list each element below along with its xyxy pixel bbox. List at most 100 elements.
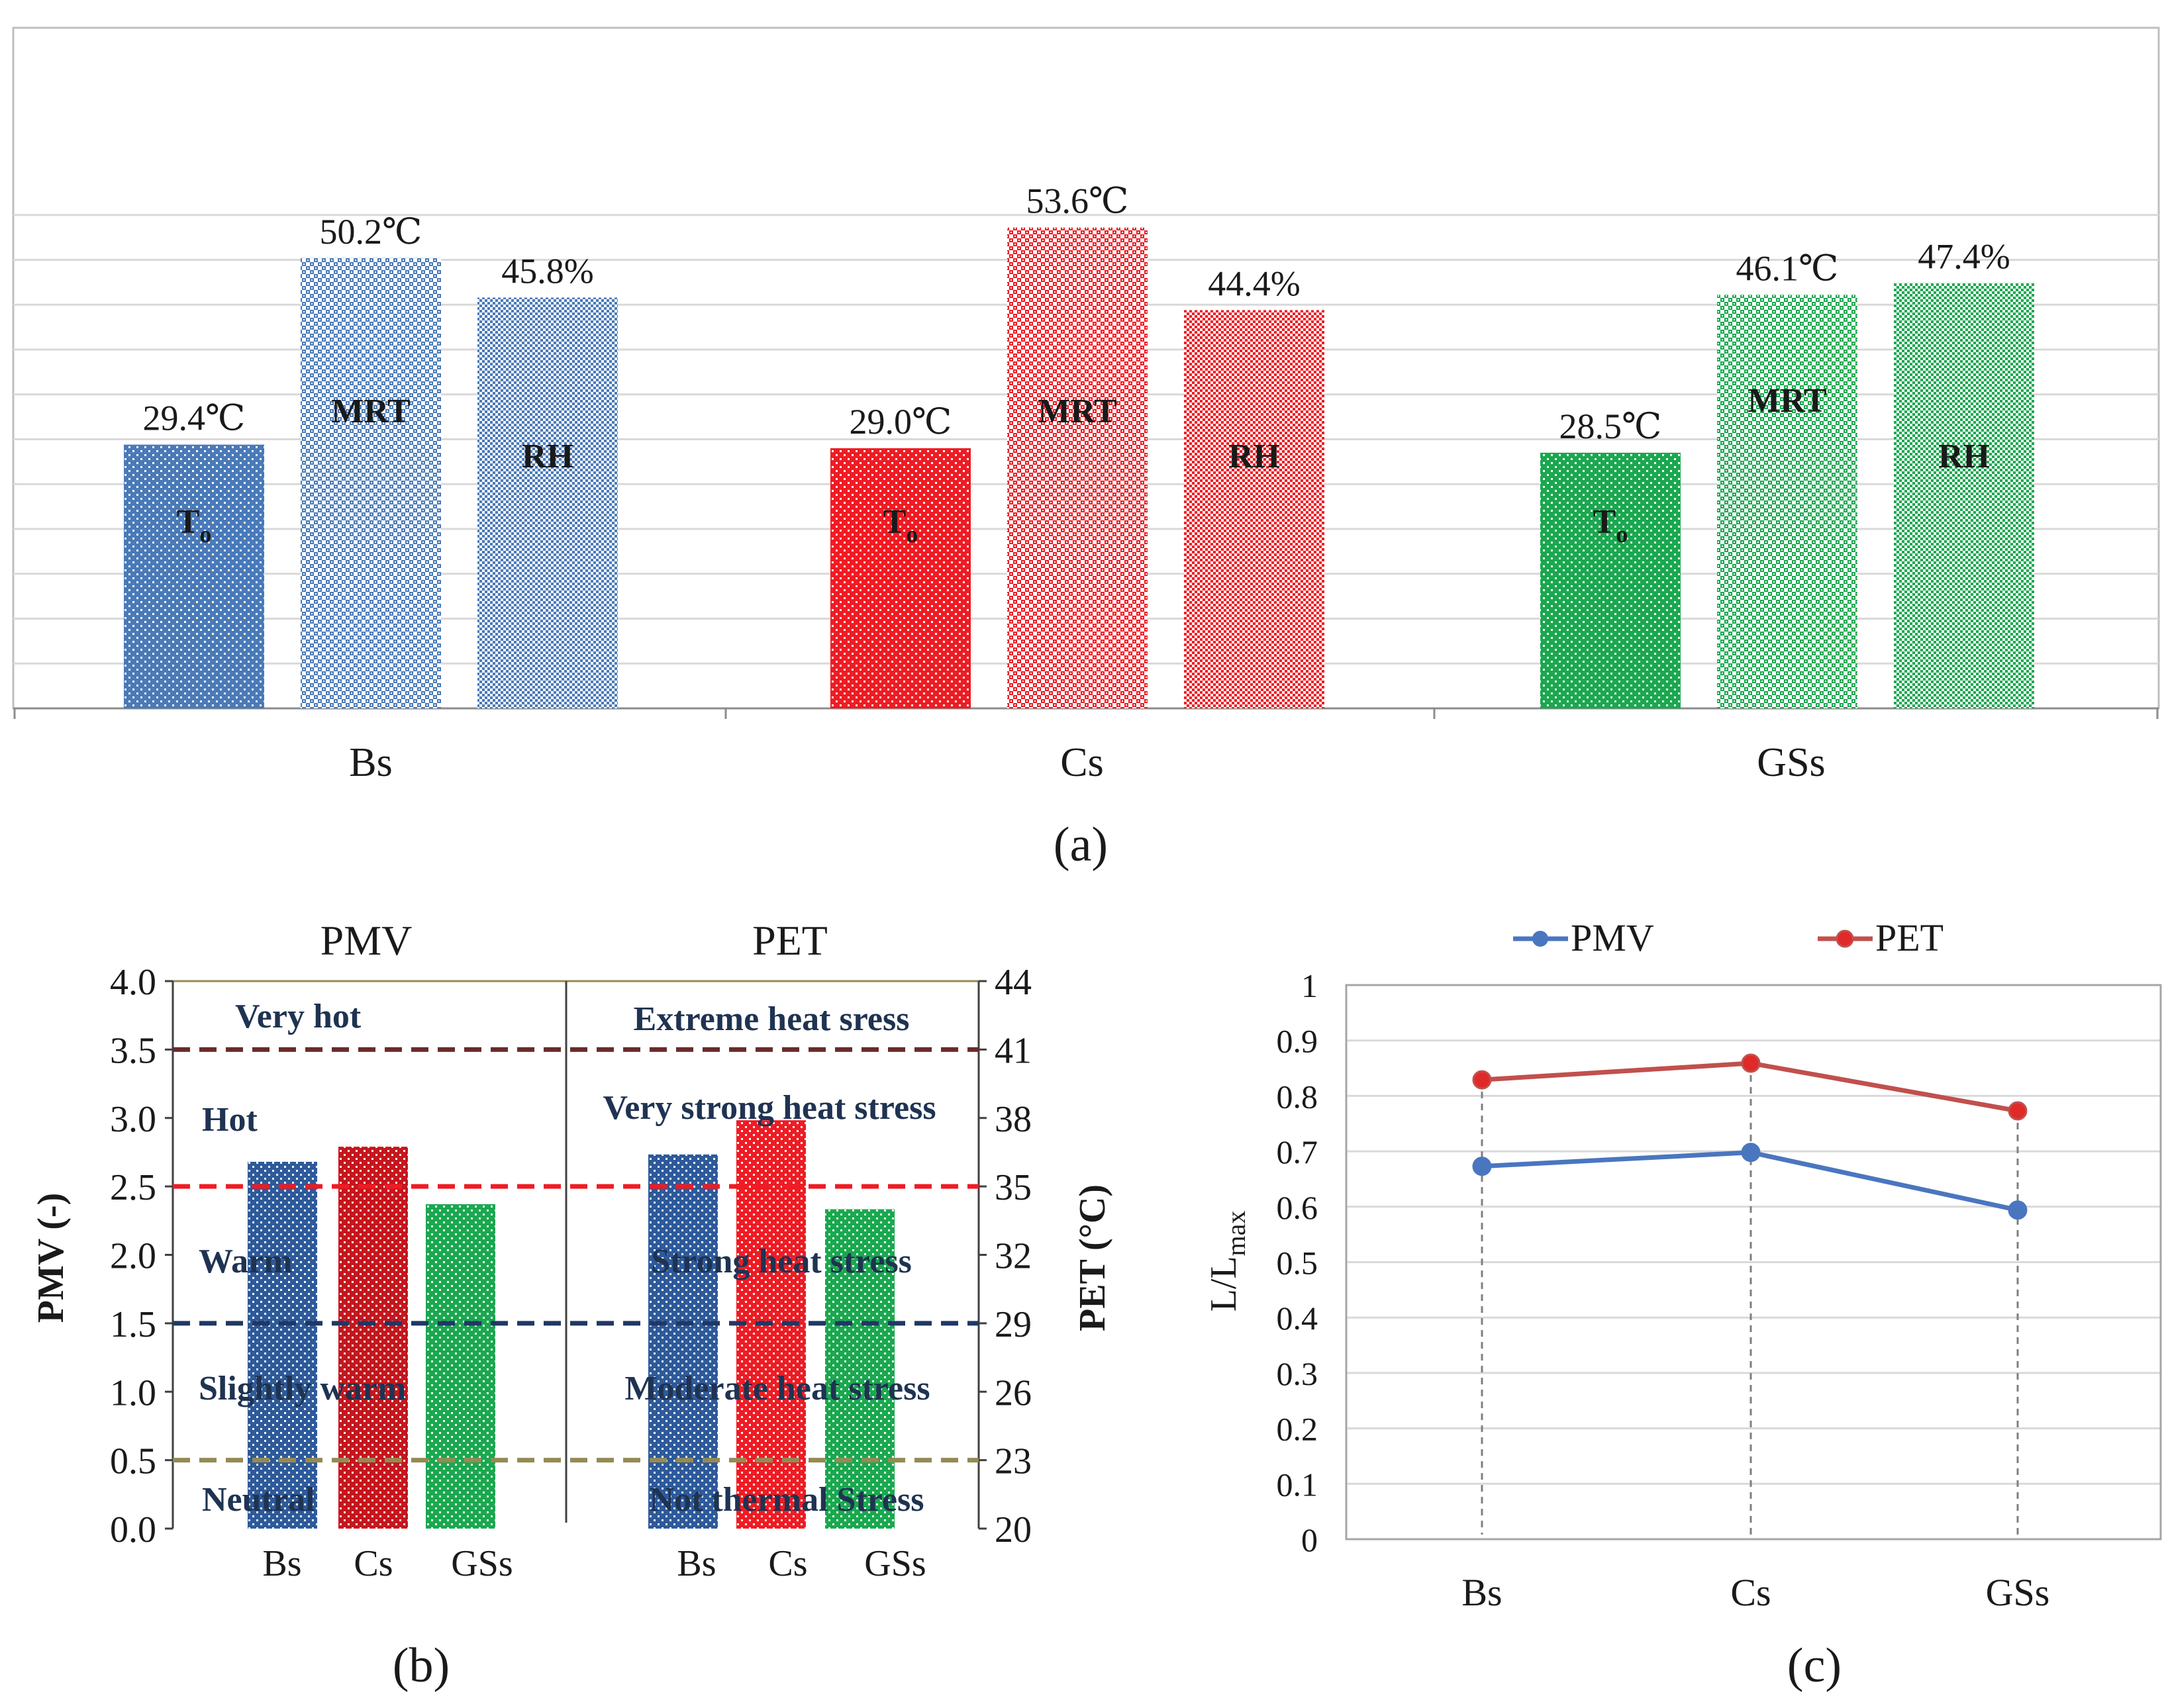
panel-b-pmv-zones: Very hot Hot Warm Slightly warm Neutral [199,998,406,1519]
value-label-a-gss-rh: 47.4% [1918,237,2010,277]
panel-c: PMV PET 0 0.1 0.2 0.3 0.4 0.5 0.6 0.7 0.8 0.9 1 L/… [1203,916,2162,1693]
panel-c-y-tick-label: 0.8 [1277,1078,1318,1115]
series-label-a-bs-mrt: MRT [331,393,411,430]
bar-a-cs-mrt [1007,227,1148,709]
panel-b-cat-pet-bs: Bs [677,1543,716,1584]
bar-a-cs-to [830,448,971,708]
value-label-a-cs-mrt: 53.6℃ [1026,181,1129,221]
panel-c-drop-lines [1481,1063,2019,1535]
panel-b-left-tick-label: 3.0 [110,1099,156,1140]
panel-c-y-ticks: 0 0.1 0.2 0.3 0.4 0.5 0.6 0.7 0.8 0.9 1 [1277,967,1318,1558]
value-label-a-bs-to: 29.4℃ [143,399,246,438]
bar-a-bs-mrt [301,258,441,708]
bar-a-cs-rh [1184,310,1324,708]
panel-a-bars: 29.4℃To29.0℃To28.5℃To50.2℃MRT53.6℃MRT46.… [124,181,2034,709]
zone-neutral: Neutral [202,1481,315,1519]
point-pet-gss [2008,1101,2028,1121]
value-label-a-cs-rh: 44.4% [1208,263,1300,303]
panel-c-ylabel-main: L/L [1203,1256,1244,1311]
point-pet-cs [1741,1053,1761,1073]
series-label-sub: o [906,521,918,547]
panel-c-y-tick-label: 0.2 [1277,1411,1318,1448]
bar-pmv-bs [248,1161,317,1529]
legend-pmv-marker [1532,931,1548,947]
series-label-a-gss-mrt: MRT [1748,382,1827,420]
panel-a-label: (a) [1054,818,1108,872]
panel-c-cat-bs: Bs [1461,1571,1502,1614]
panel-a-cat-label-cs: Cs [1060,740,1103,785]
value-label-a-bs-mrt: 50.2℃ [320,212,422,252]
panel-b-label: (b) [393,1638,450,1693]
panel-c-y-tick-label: 0.9 [1277,1023,1318,1060]
bar-pmv-cs [338,1147,408,1529]
legend-pet-marker [1836,929,1854,948]
panel-c-y-tick-label: 0 [1301,1521,1318,1558]
bar-a-gss-mrt [1717,295,1857,709]
panel-c-y-tick-label: 1 [1301,967,1318,1004]
panel-b-threshold-lines [173,1047,979,1463]
panel-b-left-tick-label: 1.5 [110,1304,156,1345]
panel-b-right-ticks: 20 23 26 29 32 35 38 41 44 [979,962,1032,1550]
zone-strong-heat: Strong heat stress [651,1243,912,1280]
panel-b-cat-pmv-bs: Bs [262,1543,301,1584]
value-label-a-cs-to: 29.0℃ [850,402,952,442]
panel-c-ylabel-sub: max [1221,1211,1251,1257]
series-label-a-bs-rh: RH [522,438,573,475]
panel-b-right-tick-label: 32 [995,1236,1032,1277]
point-pmv-cs [1741,1143,1761,1162]
panel-b-title-pet: PET [752,917,828,964]
series-label-a-cs-rh: RH [1228,438,1280,475]
legend-pet-label: PET [1875,916,1944,959]
zone-extreme-heat: Extreme heat sress [634,1000,910,1038]
panel-b-left-tick-label: 2.5 [110,1167,156,1208]
panel-c-label: (c) [1787,1638,1842,1693]
bar-pmv-gss [426,1204,495,1529]
series-label-a-cs-mrt: MRT [1038,393,1117,430]
value-label-a-bs-rh: 45.8% [501,251,593,291]
panel-b-cat-pet-cs: Cs [768,1543,807,1584]
panel-b-category-labels: Bs Cs GSs Bs Cs GSs [262,1543,926,1584]
point-pet-bs [1472,1070,1492,1090]
zone-warm: Warm [199,1243,293,1280]
panel-b: PMV PET 0.0 0.5 1.0 1.5 2.0 2.5 3.0 3.5 4.0 20 23… [30,917,1113,1693]
zone-moderate-heat: Moderate heat stress [624,1370,930,1407]
bar-a-bs-rh [477,297,618,708]
zone-very-strong-heat: Very strong heat stress [603,1089,936,1127]
panel-b-right-tick-label: 44 [995,962,1032,1003]
panel-c-y-tick-label: 0.1 [1277,1466,1318,1503]
panel-b-right-tick-label: 35 [995,1167,1032,1208]
panel-c-cat-cs: Cs [1730,1571,1771,1614]
value-label-a-gss-mrt: 46.1℃ [1736,248,1839,288]
panel-b-left-tick-label: 4.0 [110,962,156,1003]
panel-c-category-labels: Bs Cs GSs [1461,1571,2049,1614]
bar-a-gss-to [1540,452,1681,708]
panel-b-left-ylabel: PMV (-) [30,1193,72,1323]
zone-very-hot: Very hot [235,998,362,1035]
panel-a-cat-label-bs: Bs [349,740,392,785]
panel-c-series [1472,1053,2028,1220]
panel-a-category-labels: Bs Cs GSs [349,740,1825,785]
series-label-a-gss-rh: RH [1938,438,1990,475]
zone-slightly-warm: Slightly warm [199,1370,406,1407]
point-pmv-bs [1472,1157,1492,1176]
value-label-a-gss-to: 28.5℃ [1559,406,1662,446]
panel-a: 29.4℃To29.0℃To28.5℃To50.2℃MRT53.6℃MRT46.… [12,26,2160,872]
bar-pet-gss [825,1209,895,1529]
panel-a-cat-label-gss: GSs [1757,740,1825,785]
panel-b-cat-pmv-cs: Cs [354,1543,393,1584]
series-label-sub: o [199,521,211,547]
bar-pet-bs [648,1154,718,1529]
panel-b-right-tick-label: 23 [995,1441,1032,1482]
panel-b-right-tick-label: 20 [995,1509,1032,1550]
panel-b-cat-pmv-gss: GSs [451,1543,513,1584]
panel-b-right-tick-label: 26 [995,1372,1032,1413]
panel-c-y-tick-label: 0.5 [1277,1245,1318,1282]
series-label-sub: o [1616,521,1628,547]
panel-c-y-tick-label: 0.3 [1277,1355,1318,1392]
zone-not-thermal: Not thermal Stress [650,1481,924,1519]
panel-c-legend: PMV PET [1513,916,1944,959]
panel-c-cat-gss: GSs [1986,1571,2050,1614]
panel-b-pet-zones: Extreme heat sress Very strong heat stre… [603,1000,936,1519]
panel-b-left-tick-label: 0.0 [110,1509,156,1550]
